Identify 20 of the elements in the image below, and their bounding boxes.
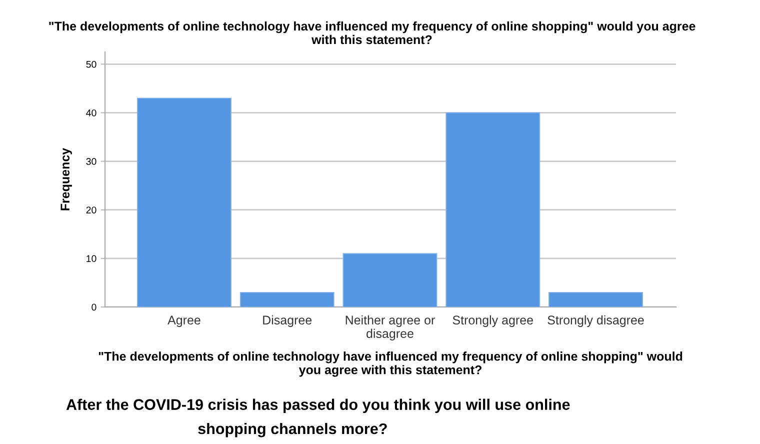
x-tick-label: Strongly disagree [548,315,644,327]
y-tick-label: 50 [86,60,96,68]
bar [240,292,334,307]
x-axis-title: "The developments of online technology have influenced my frequency of online shopping" would you agree with this statement? [98,352,682,377]
text: After the COVID-19 crisis has passed do you think you will use online shopping channels more? [66,398,570,438]
bar [446,112,540,307]
y-tick-label: 10 [86,255,96,262]
y-tick-label: 40 [86,109,96,116]
x-tick-label: Agree [168,316,200,327]
y-tick-label: 30 [86,158,96,165]
y-tick-label: 20 [86,206,96,214]
bar [136,98,232,307]
x-tick-label: Strongly agree [452,315,533,327]
x-tick-label: Neither agree or disagree [346,315,435,340]
chart-title: "The developments of online technology have influenced my frequency of online shopping" would you agree with this statement? [49,21,696,44]
y-tick-label: 0 [92,304,96,311]
x-tick-label: Disagree [263,315,312,327]
y-axis-title: Frequency [60,148,72,210]
bar [342,253,438,307]
bar [548,292,643,307]
